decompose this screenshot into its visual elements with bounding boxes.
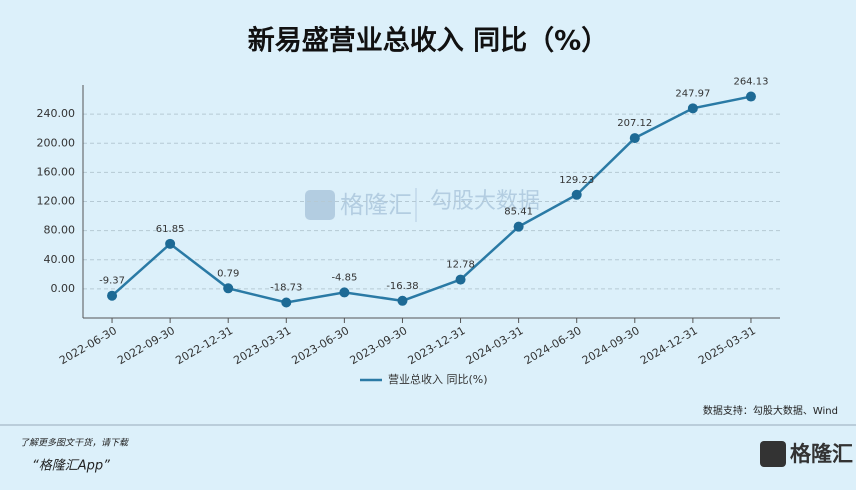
data-point (687, 103, 698, 114)
source: 数据支持：勾股大数据、Wind (703, 404, 838, 417)
x-tick-label: 2024-06-30 (522, 324, 584, 367)
x-tick-label: 2023-06-30 (290, 324, 352, 367)
x-tick-label: 2024-12-31 (638, 324, 700, 367)
data-point (629, 133, 640, 144)
y-tick-label: 0.00 (51, 282, 76, 295)
data-point (107, 290, 118, 301)
y-tick-label: 40.00 (44, 253, 76, 266)
footer-app: “格隆汇App” (32, 459, 110, 474)
data-label: -16.38 (386, 281, 418, 292)
data-label: -9.37 (99, 276, 125, 287)
data-label: 85.41 (504, 207, 533, 218)
watermark-brand: 格隆汇 (340, 191, 412, 219)
data-point (223, 283, 234, 294)
footer-note: 了解更多图文干货，请下载 (20, 438, 129, 449)
data-point (397, 295, 408, 306)
logo: 格隆汇 (790, 442, 853, 466)
x-tick-label: 2023-09-30 (348, 324, 410, 367)
data-label: 247.97 (675, 88, 710, 99)
y-tick-label: 120.00 (37, 195, 76, 208)
x-tick-label: 2022-09-30 (115, 324, 177, 367)
data-label: -18.73 (270, 283, 302, 294)
data-label: 12.78 (446, 260, 475, 271)
x-tick-label: 2025-03-31 (696, 324, 758, 367)
data-label: 207.12 (617, 118, 652, 129)
data-point (281, 297, 292, 308)
y-tick-label: 240.00 (37, 107, 76, 120)
data-label: -4.85 (331, 272, 357, 283)
x-tick-label: 2024-09-30 (580, 324, 642, 367)
series-line (111, 95, 752, 304)
x-tick-label: 2022-12-31 (173, 324, 235, 367)
x-tick-label: 2023-03-31 (231, 324, 293, 367)
data-point (455, 274, 466, 285)
y-tick-label: 200.00 (37, 136, 76, 149)
x-tick-label: 2022-06-30 (57, 324, 119, 367)
logo-icon (760, 441, 786, 467)
data-point (165, 238, 176, 249)
data-point (745, 91, 756, 102)
x-tick-label: 2023-12-31 (406, 324, 468, 367)
chart-title: 新易盛营业总收入 同比（%） (248, 25, 608, 57)
data-point (513, 221, 524, 232)
data-label: 0.79 (217, 268, 239, 279)
data-point (571, 189, 582, 200)
data-label: 264.13 (733, 77, 768, 88)
data-label: 61.85 (156, 224, 185, 235)
watermark-icon (305, 190, 335, 220)
x-tick-label: 2024-03-31 (464, 324, 526, 367)
legend-label: 营业总收入 同比(%) (388, 372, 488, 386)
data-point (339, 287, 350, 298)
data-label: 129.23 (559, 175, 594, 186)
y-tick-label: 160.00 (37, 165, 76, 178)
y-tick-label: 80.00 (44, 224, 76, 237)
